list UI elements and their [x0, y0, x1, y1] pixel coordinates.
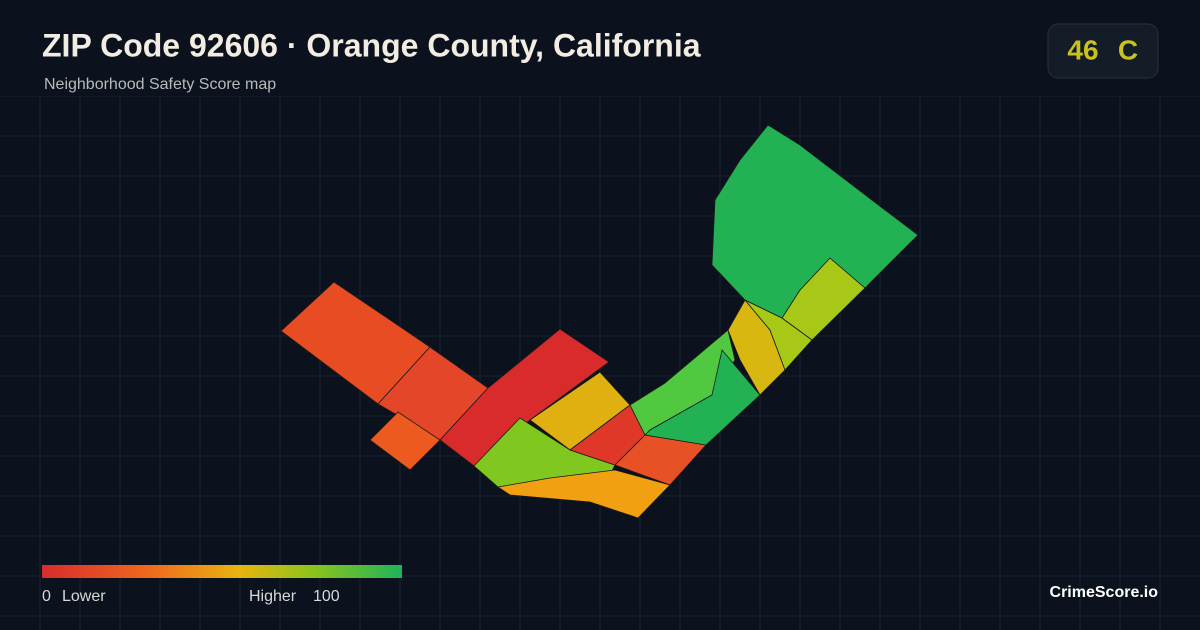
- title: ZIP Code 92606 · Orange County, Californ…: [42, 27, 701, 63]
- legend-bar: [42, 565, 402, 578]
- score-grade: C: [1118, 34, 1138, 65]
- legend-min: 0: [42, 588, 51, 605]
- brand: CrimeScore.io: [1050, 584, 1159, 601]
- map: [280, 124, 919, 519]
- subtitle: Neighborhood Safety Score map: [44, 76, 276, 93]
- score-badge: [1047, 23, 1159, 79]
- legend-max-label: Higher: [249, 588, 297, 605]
- score-value: 46: [1067, 34, 1098, 65]
- region: [496, 469, 671, 519]
- region: [711, 124, 919, 319]
- header-band: [0, 0, 1200, 96]
- legend-min-label: Lower: [62, 588, 106, 605]
- legend-max: 100: [313, 588, 340, 605]
